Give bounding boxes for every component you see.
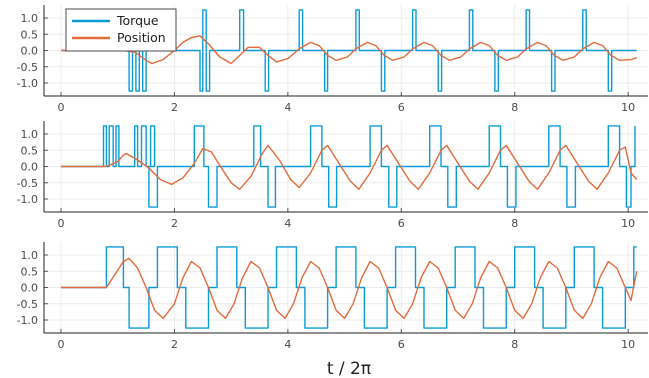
x-tick-label: 0	[58, 338, 65, 351]
y-tick-label: -0.5	[17, 61, 38, 74]
x-tick-label: 4	[284, 338, 291, 351]
x-tick-label: 6	[398, 217, 405, 230]
x-tick-label: 0	[58, 217, 65, 230]
x-tick-label: 0	[58, 101, 65, 114]
y-tick-label: 0.5	[21, 265, 39, 278]
y-tick-label: 0.0	[21, 161, 39, 174]
legend-box	[65, 8, 177, 52]
y-tick-label: 0.0	[21, 282, 39, 295]
x-tick-label: 10	[621, 217, 635, 230]
x-tick-label: 2	[171, 338, 178, 351]
y-tick-label: 1.0	[21, 12, 39, 25]
x-tick-label: 2	[171, 101, 178, 114]
y-tick-label: 0.5	[21, 28, 39, 41]
y-tick-label: -1.0	[17, 77, 38, 90]
x-tick-label: 8	[511, 217, 518, 230]
y-tick-label: 1.0	[21, 249, 39, 262]
x-axis-title: t / 2π	[327, 359, 371, 378]
x-tick-label: 4	[284, 217, 291, 230]
x-tick-label: 8	[511, 338, 518, 351]
x-tick-label: 6	[398, 101, 405, 114]
panel-3: 0 2 4 6 8 10 1.0 0.5 0.0 -0.5 -1.0	[17, 242, 648, 351]
y-tick-label: -1.0	[17, 193, 38, 206]
x-tick-label: 6	[398, 338, 405, 351]
y-tick-label: 0.5	[21, 144, 39, 157]
torque-series-line	[61, 246, 637, 329]
legend-position-label: Position	[117, 30, 166, 45]
panel-2: 0 2 4 6 8 10 1.0 0.5 0.0 -0.5 -1.0	[17, 121, 648, 230]
x-tick-label: 2	[171, 217, 178, 230]
legend: Torque Position	[65, 8, 177, 52]
x-tick-label: 4	[284, 101, 291, 114]
torque-series-line	[61, 125, 636, 208]
y-tick-label: 0.0	[21, 45, 39, 58]
legend-torque-label: Torque	[116, 13, 159, 28]
position-series-line	[61, 257, 638, 320]
y-tick-label: -1.0	[17, 314, 38, 327]
position-series-line	[61, 35, 637, 65]
x-tick-label: 10	[621, 101, 635, 114]
x-tick-label: 8	[511, 101, 518, 114]
position-series-line	[61, 144, 638, 190]
x-tick-label: 10	[621, 338, 635, 351]
y-tick-label: 1.0	[21, 128, 39, 141]
y-tick-label: -0.5	[17, 177, 38, 190]
y-tick-label: -0.5	[17, 298, 38, 311]
